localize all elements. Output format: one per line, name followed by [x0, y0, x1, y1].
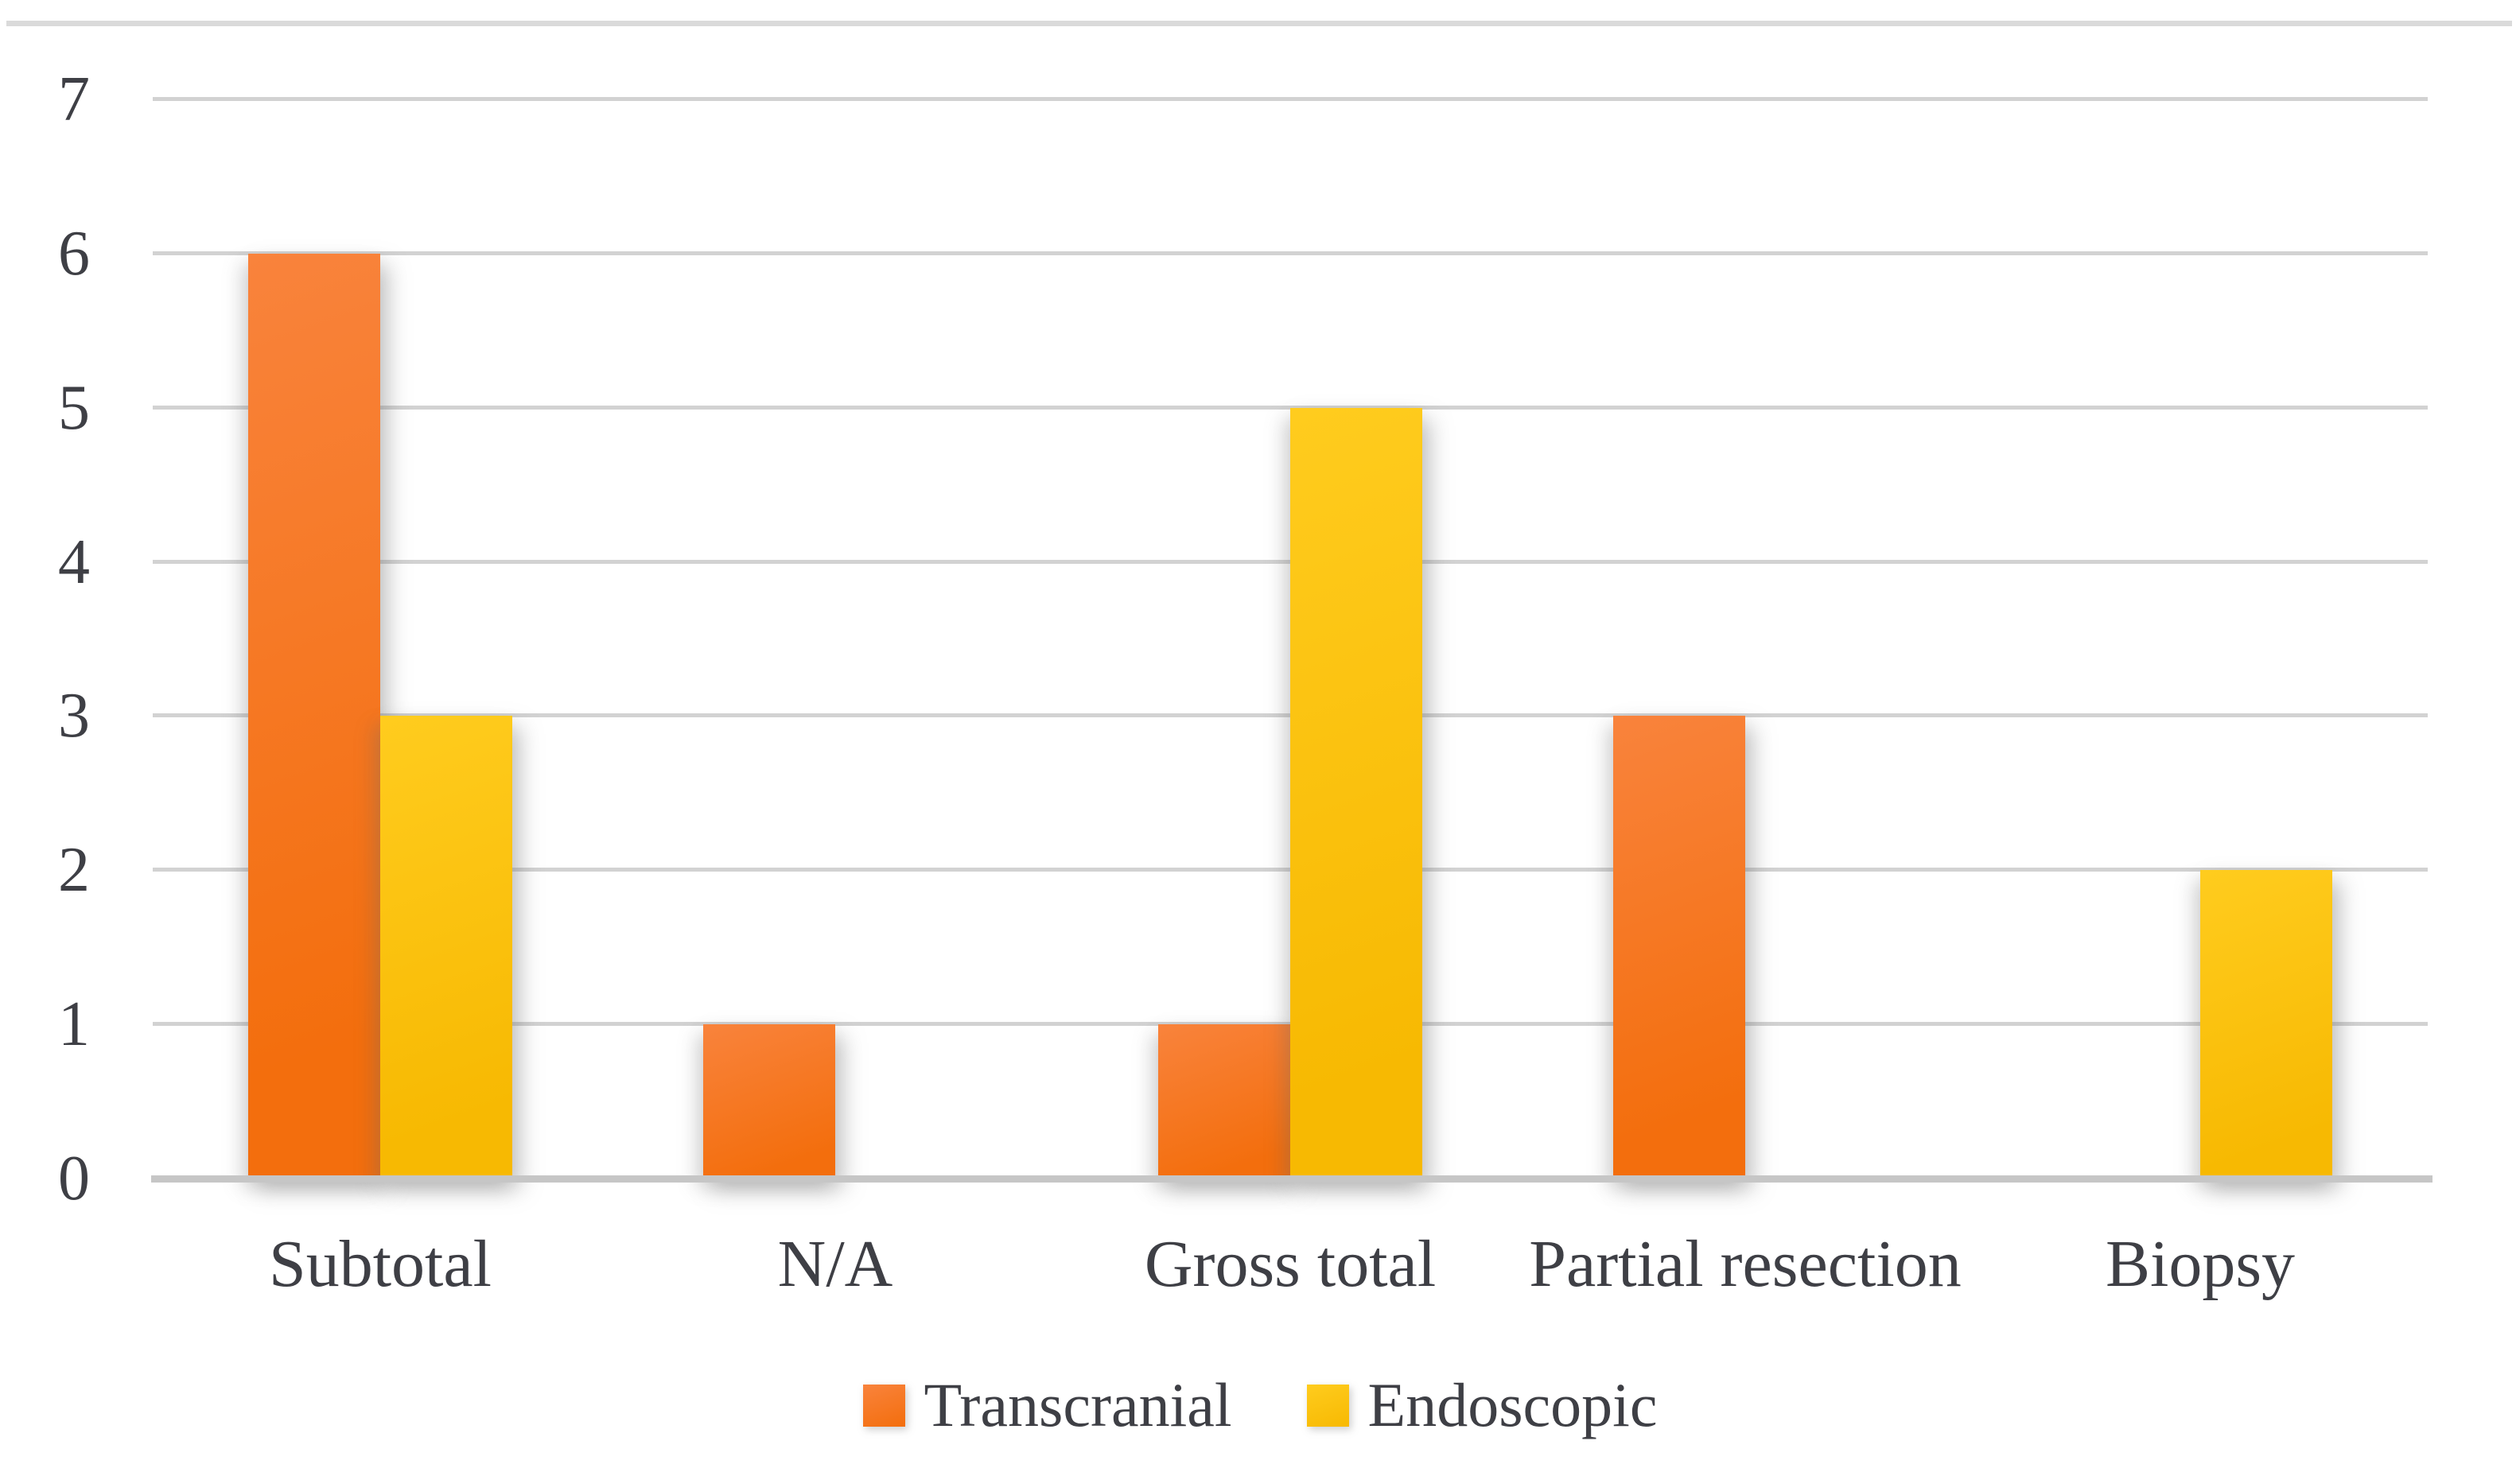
gridline-6	[153, 251, 2428, 255]
bar-endoscopic-gross-total	[1290, 407, 1422, 1179]
x-axis-label-gross-total: Gross total	[1144, 1227, 1437, 1301]
y-tick-label-6: 6	[58, 218, 90, 289]
top-border-line	[6, 21, 2512, 26]
category-n-a	[608, 99, 1063, 1179]
legend-label-transcranial: Transcranial	[924, 1370, 1232, 1439]
y-tick-label-1: 1	[58, 989, 90, 1060]
y-tick-label-7: 7	[58, 64, 90, 134]
category-subtotal	[153, 99, 608, 1179]
bar-endoscopic-subtotal	[380, 716, 512, 1179]
plot-area	[153, 97, 2428, 1179]
gridline-7	[153, 97, 2428, 101]
bar-transcranial-partial-resection	[1613, 716, 1745, 1179]
legend-label-endoscopic: Endoscopic	[1367, 1370, 1658, 1439]
x-axis-label-subtotal: Subtotal	[268, 1227, 492, 1301]
x-axis-label-partial-resection: Partial resection	[1529, 1227, 1962, 1301]
legend: Transcranial Endoscopic	[0, 1374, 2520, 1436]
category-gross-total	[1063, 99, 1518, 1179]
y-tick-label-5: 5	[58, 372, 90, 443]
bar-transcranial-n-a	[703, 1024, 835, 1179]
y-tick-label-3: 3	[58, 681, 90, 752]
bar-transcranial-gross-total	[1158, 1024, 1290, 1179]
legend-item-endoscopic: Endoscopic	[1306, 1370, 1658, 1439]
legend-swatch-endoscopic	[1306, 1384, 1349, 1427]
x-axis-line	[151, 1175, 2432, 1183]
bar-transcranial-subtotal	[248, 253, 380, 1179]
y-tick-label-0: 0	[58, 1144, 90, 1214]
legend-item-transcranial: Transcranial	[862, 1370, 1232, 1439]
y-tick-label-2: 2	[58, 835, 90, 906]
bars-container	[153, 99, 2428, 1179]
category-biopsy	[1973, 99, 2428, 1179]
x-axis-labels: Subtotal N/A Gross total Partial resection B…	[153, 1231, 2428, 1298]
y-tick-label-4: 4	[58, 526, 90, 597]
x-axis-label-biopsy: Biopsy	[2105, 1227, 2296, 1301]
x-axis-label-n-a: N/A	[777, 1227, 893, 1301]
bar-endoscopic-biopsy	[2200, 870, 2332, 1179]
gridline-5	[153, 405, 2428, 410]
legend-swatch-transcranial	[862, 1384, 905, 1427]
category-partial-resection	[1518, 99, 1973, 1179]
